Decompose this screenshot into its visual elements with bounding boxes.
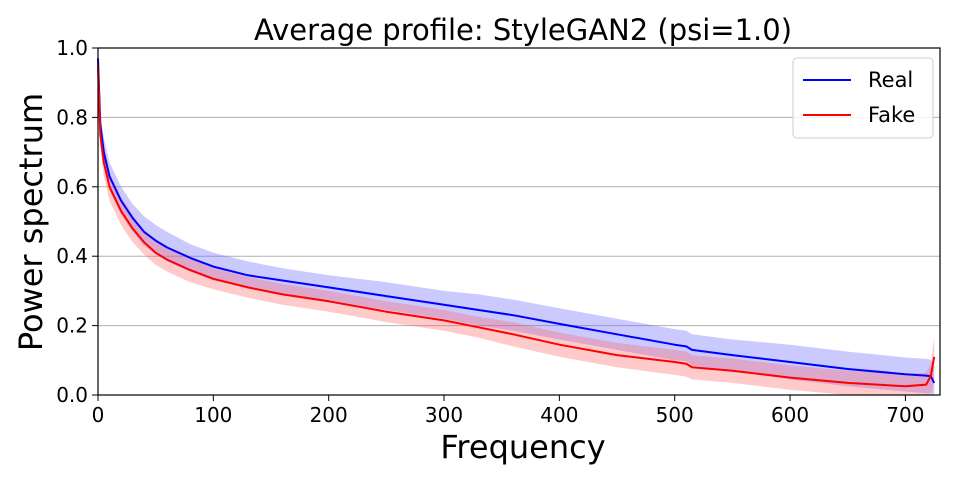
band-fake [98,58,935,396]
x-tick-label: 100 [194,403,232,427]
x-tick-label: 500 [656,403,694,427]
y-tick-label: 0.2 [56,314,88,338]
y-tick-label: 0.8 [56,105,88,129]
y-tick-label: 0.4 [56,244,88,268]
legend: Real Fake [792,57,934,139]
legend-box [792,57,934,139]
y-tick-label: 0.0 [56,383,88,407]
plot-frame [97,47,941,396]
y-tick-label: 0.6 [56,175,88,199]
x-tick-label: 600 [771,403,809,427]
x-tick-label: 400 [540,403,578,427]
series-line-real [97,58,936,384]
x-tick-label: 300 [425,403,463,427]
confidence-bands [98,51,935,396]
y-axis-ticks: 0.0 0.2 0.4 0.6 0.8 1.0 [56,36,98,407]
x-tick-label: 200 [310,403,348,427]
x-tick-label: 0 [92,403,105,427]
y-axis-label: Power spectrum [12,93,50,351]
series-lines [97,58,936,388]
x-tick-label: 700 [886,403,924,427]
legend-label-fake: Fake [868,103,915,127]
x-axis-ticks: 0 100 200 300 400 500 600 700 [92,395,924,427]
legend-label-real: Real [868,68,913,92]
chart-title: Average profile: StyleGAN2 (psi=1.0) [254,13,792,47]
series-line-fake [97,65,936,388]
band-real [98,51,935,395]
y-tick-label: 1.0 [56,36,88,60]
x-axis-label: Frequency [440,428,605,466]
